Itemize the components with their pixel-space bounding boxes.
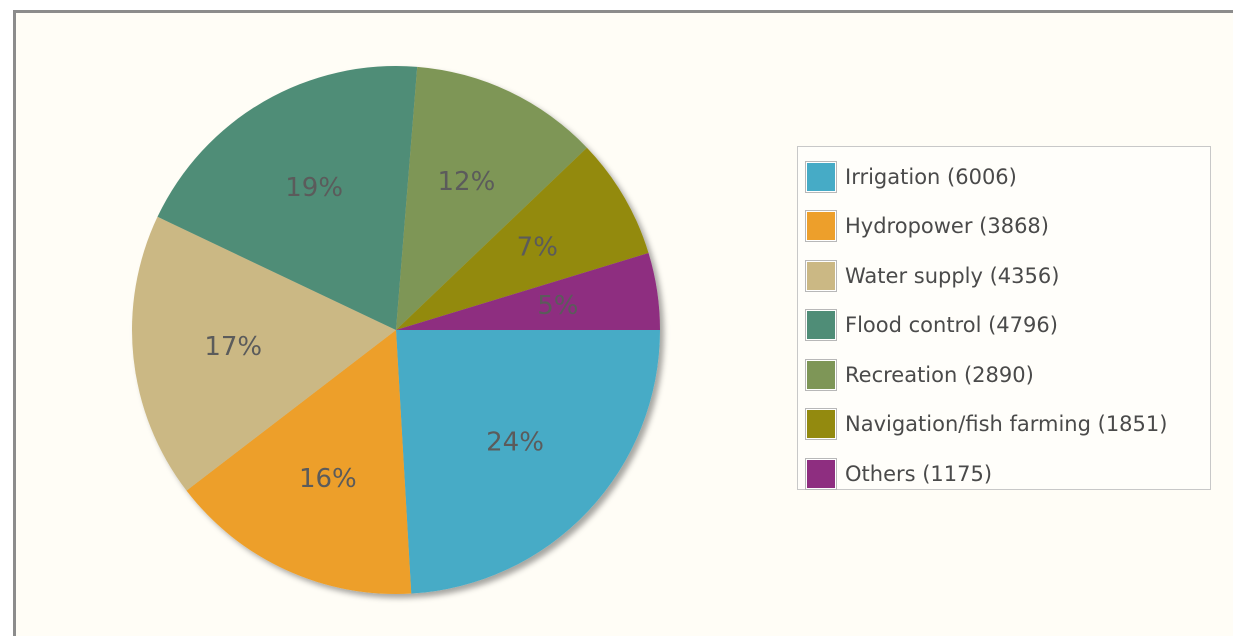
legend-swatch-recreation [805,358,837,391]
pie-slices [132,66,660,594]
pie-label-others: 5% [537,291,578,321]
legend-swatch-hydropower [805,210,837,243]
legend-swatch-water-supply [805,259,837,292]
legend-item-others: Others (1175) [798,449,1210,499]
legend-label-hydropower: Hydropower (3868) [845,214,1049,239]
legend-item-recreation: Recreation (2890) [798,350,1210,400]
pie-slice-flood-control [157,66,418,331]
pie-slice-recreation [396,66,587,331]
legend-item-hydropower: Hydropower (3868) [798,202,1210,252]
legend-swatch-others [805,457,837,490]
pie-slice-water-supply [132,216,396,491]
pie-label-navigation-fish-farming: 7% [517,232,558,262]
chart-frame: 24% 16% 17% 19% 12% 7% 5% Irrigation (6006) Hy… [13,10,1233,636]
legend-item-irrigation: Irrigation (6006) [798,152,1210,202]
pie-chart: 24% 16% 17% 19% 12% 7% 5% [132,66,660,594]
pie-slice-others [396,252,660,330]
legend-label-flood-control: Flood control (4796) [845,313,1058,338]
legend-swatch-flood-control [805,309,837,342]
legend-item-flood-control: Flood control (4796) [798,301,1210,351]
pie-slice-irrigation [396,330,660,594]
legend-swatch-irrigation [805,160,837,193]
pie-label-recreation: 12% [437,167,495,197]
legend-label-water-supply: Water supply (4356) [845,263,1060,288]
legend-label-recreation: Recreation (2890) [845,362,1034,387]
legend-label-navigation-fish-farming: Navigation/fish farming (1851) [845,412,1168,437]
legend: Irrigation (6006) Hydropower (3868) Wate… [797,146,1211,490]
legend-label-irrigation: Irrigation (6006) [845,164,1017,189]
legend-label-others: Others (1175) [845,461,993,486]
pie-slice-navigation-fish-farming [396,147,649,330]
pie-label-water-supply: 17% [204,332,262,362]
pie-slice-hydropower [186,330,412,594]
legend-swatch-navigation-fish-farming [805,408,837,441]
pie-slice-labels: 24% 16% 17% 19% 12% 7% 5% [204,167,578,494]
legend-item-navigation-fish-farming: Navigation/fish farming (1851) [798,400,1210,450]
legend-item-water-supply: Water supply (4356) [798,251,1210,301]
pie-label-flood-control: 19% [285,173,343,203]
pie-label-hydropower: 16% [299,464,357,494]
pie-label-irrigation: 24% [486,427,544,457]
